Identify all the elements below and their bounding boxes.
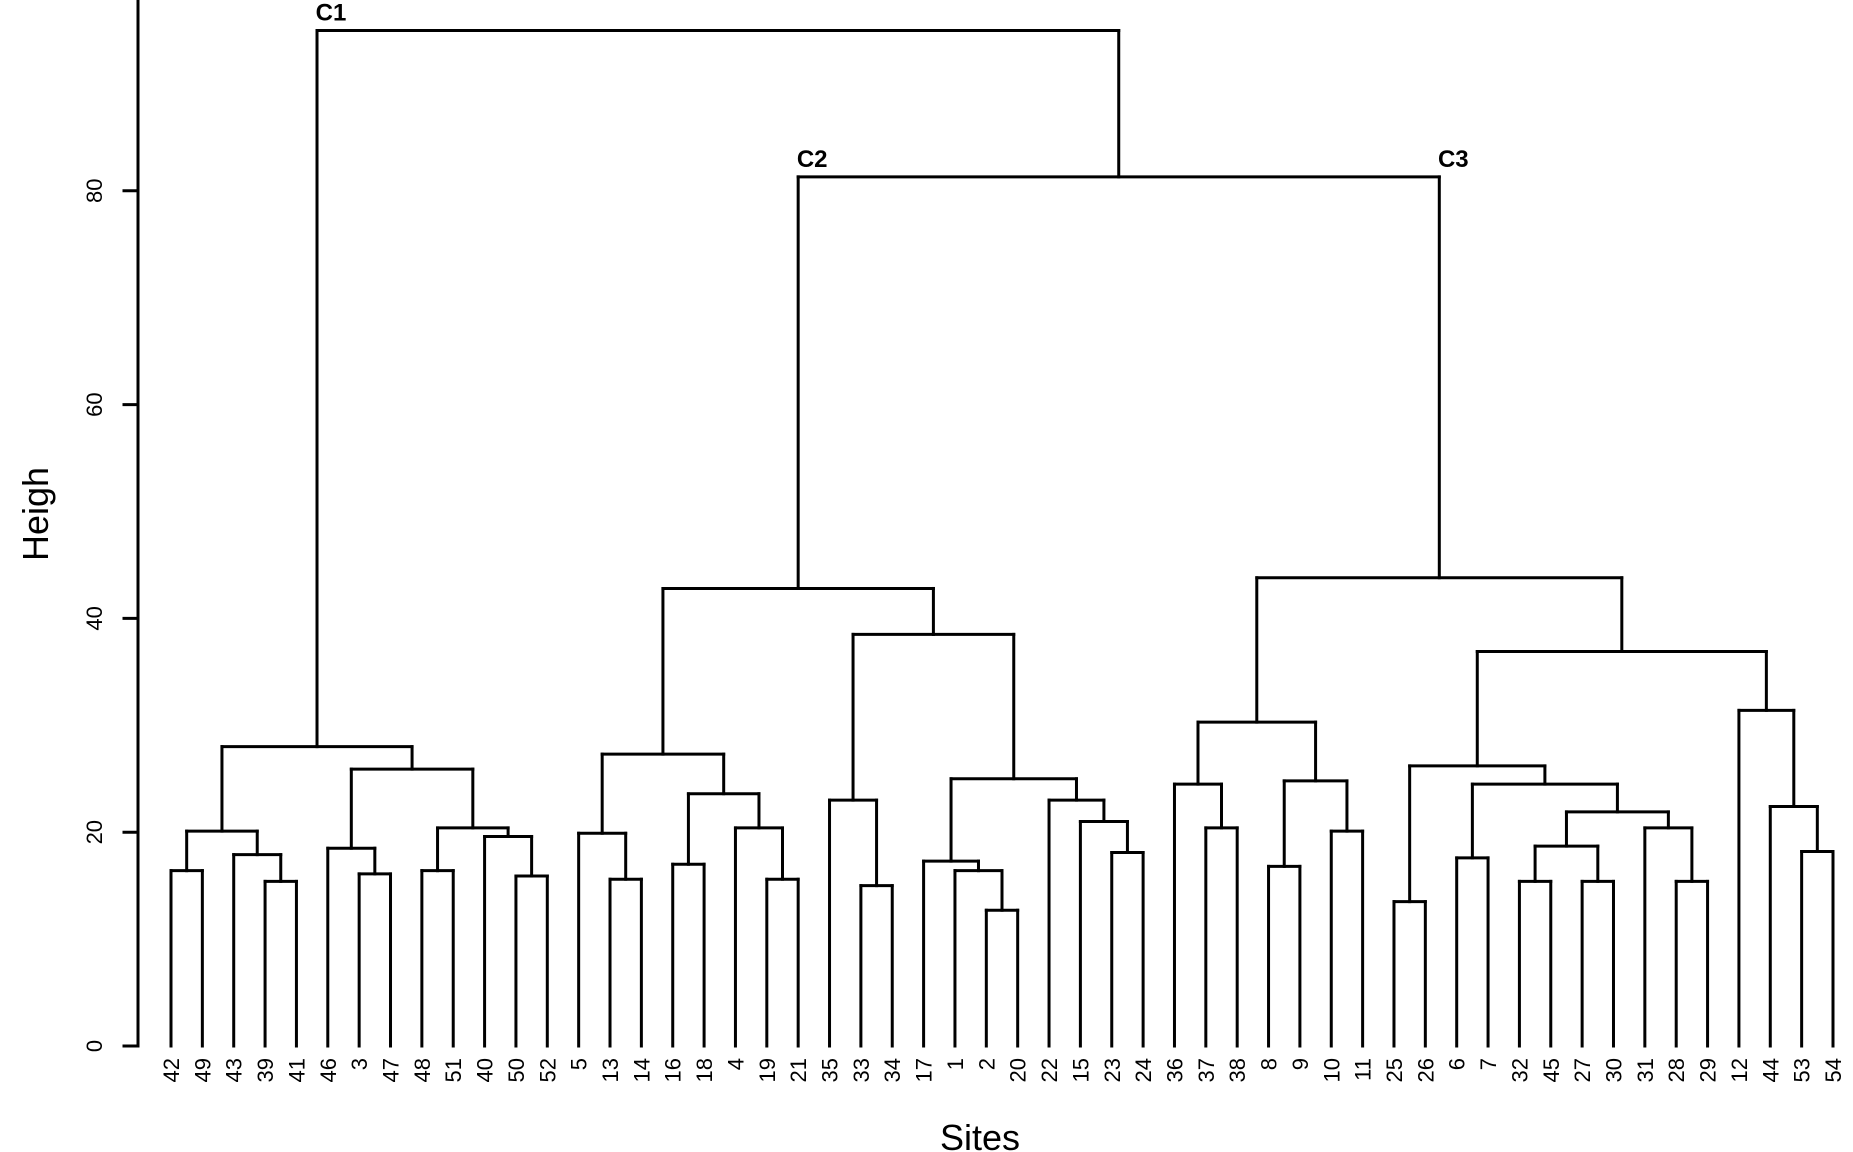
leaf-label: 53 xyxy=(1790,1058,1815,1082)
leaf-label: 54 xyxy=(1821,1058,1846,1082)
leaf-label: 4 xyxy=(723,1058,748,1070)
leaf-label: 46 xyxy=(316,1058,341,1082)
y-tick-label: 60 xyxy=(82,392,107,416)
y-axis-title: Heigh xyxy=(15,467,56,561)
leaf-label: 31 xyxy=(1633,1058,1658,1082)
leaf-labels: 42 49 43 39 41 46 3 47 48 51 40 50 52 5 13 14 16 18 4 19 21 3… xyxy=(159,1058,1846,1082)
leaf-label: 6 xyxy=(1445,1058,1470,1070)
leaf-label: 25 xyxy=(1382,1058,1407,1082)
leaf-label: 22 xyxy=(1037,1058,1062,1082)
leaf-label: 40 xyxy=(473,1058,498,1082)
leaf-label: 2 xyxy=(974,1058,999,1070)
y-tick-label: 20 xyxy=(82,820,107,844)
leaf-label: 12 xyxy=(1727,1058,1752,1082)
leaf-label: 15 xyxy=(1068,1058,1093,1082)
leaf-label: 45 xyxy=(1539,1058,1564,1082)
leaf-label: 27 xyxy=(1570,1058,1595,1082)
leaf-label: 39 xyxy=(253,1058,278,1082)
leaf-label: 29 xyxy=(1696,1058,1721,1082)
leaf-label: 50 xyxy=(504,1058,529,1082)
cluster-label-c1: C1 xyxy=(316,0,347,26)
leaf-label: 38 xyxy=(1225,1058,1250,1082)
y-tick-label: 40 xyxy=(82,606,107,630)
leaf-label: 37 xyxy=(1194,1058,1219,1082)
leaf-label: 26 xyxy=(1413,1058,1438,1082)
leaf-label: 33 xyxy=(849,1058,874,1082)
leaf-label: 28 xyxy=(1664,1058,1689,1082)
leaf-label: 18 xyxy=(692,1058,717,1082)
leaf-label: 52 xyxy=(535,1058,560,1082)
leaf-label: 35 xyxy=(818,1058,843,1082)
leaf-label: 30 xyxy=(1601,1058,1626,1082)
leaf-label: 9 xyxy=(1288,1058,1313,1070)
leaf-label: 17 xyxy=(912,1058,937,1082)
leaf-label: 48 xyxy=(410,1058,435,1082)
y-tick-label: 0 xyxy=(82,1040,107,1052)
leaf-label: 5 xyxy=(567,1058,592,1070)
leaf-label: 14 xyxy=(629,1058,654,1082)
leaf-label: 11 xyxy=(1351,1058,1376,1081)
leaf-label: 13 xyxy=(598,1058,623,1082)
leaf-label: 8 xyxy=(1257,1058,1282,1070)
leaf-label: 21 xyxy=(786,1058,811,1082)
leaf-label: 47 xyxy=(379,1058,404,1082)
leaf-label: 1 xyxy=(943,1058,968,1070)
leaf-label: 3 xyxy=(347,1058,372,1070)
leaf-label: 34 xyxy=(880,1058,905,1082)
y-tick-label: 80 xyxy=(82,179,107,203)
x-axis-title: Sites xyxy=(940,1117,1020,1152)
leaf-label: 16 xyxy=(661,1058,686,1082)
leaf-label: 49 xyxy=(190,1058,215,1082)
leaf-label: 32 xyxy=(1507,1058,1532,1082)
leaf-label: 44 xyxy=(1758,1058,1783,1082)
leaf-label: 41 xyxy=(284,1058,309,1082)
leaf-label: 19 xyxy=(755,1058,780,1082)
leaf-label: 36 xyxy=(1162,1058,1187,1082)
cluster-label-c2: C2 xyxy=(797,146,828,173)
dendrogram-tree: C2 C3 C1 xyxy=(169,0,1835,1048)
leaf-label: 24 xyxy=(1131,1058,1156,1082)
leaf-label: 7 xyxy=(1476,1058,1501,1070)
leaf-label: 51 xyxy=(441,1058,466,1082)
cluster-label-c3: C3 xyxy=(1438,146,1469,173)
leaf-label: 20 xyxy=(1006,1058,1031,1082)
leaf-label: 10 xyxy=(1319,1058,1344,1082)
y-axis: 0 20 40 60 80 xyxy=(82,0,140,1052)
leaf-label: 42 xyxy=(159,1058,184,1082)
leaf-label: 43 xyxy=(222,1058,247,1082)
leaf-label: 23 xyxy=(1100,1058,1125,1082)
